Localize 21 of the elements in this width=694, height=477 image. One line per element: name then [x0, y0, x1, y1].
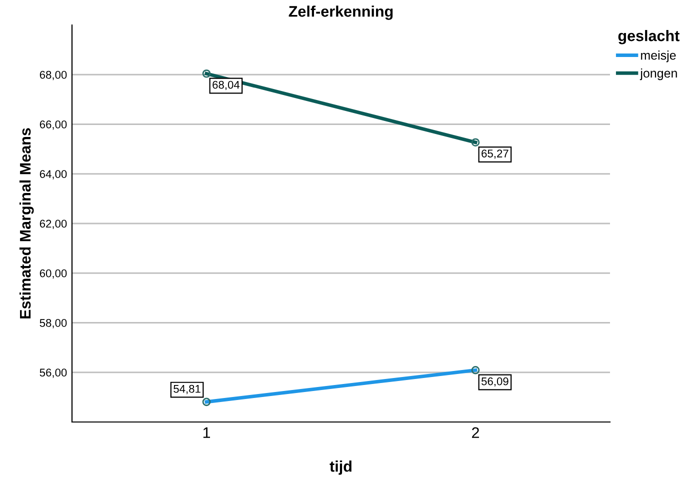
y-tick-label: 58,00 — [40, 319, 67, 328]
data-label: 54,81 — [174, 384, 200, 394]
legend-title: geslacht — [618, 30, 680, 44]
point — [471, 138, 480, 147]
y-tick-label: 60,00 — [40, 269, 67, 279]
data-label: 56,09 — [482, 377, 508, 387]
y-tick-label: 62,00 — [40, 220, 67, 229]
x-tick-label: 1 — [203, 427, 210, 438]
y-tick-label: 64,00 — [40, 170, 67, 180]
x-axis-title: tijd — [330, 460, 352, 475]
data-label: 65,27 — [482, 150, 508, 159]
y-tick-label: 66,00 — [40, 120, 67, 130]
y-tick-label: 56,00 — [40, 368, 67, 378]
y-tick-label: 68,00 — [40, 70, 67, 80]
legend-label: jongen — [640, 68, 677, 80]
x-tick-label: 2 — [472, 427, 479, 438]
legend-label: meisje — [641, 50, 676, 62]
point — [202, 69, 211, 78]
y-axis-title: Estimated Marginal Means — [19, 128, 34, 318]
chart-title: Zelf-erkenning — [288, 6, 393, 20]
data-label: 68,04 — [212, 80, 240, 90]
